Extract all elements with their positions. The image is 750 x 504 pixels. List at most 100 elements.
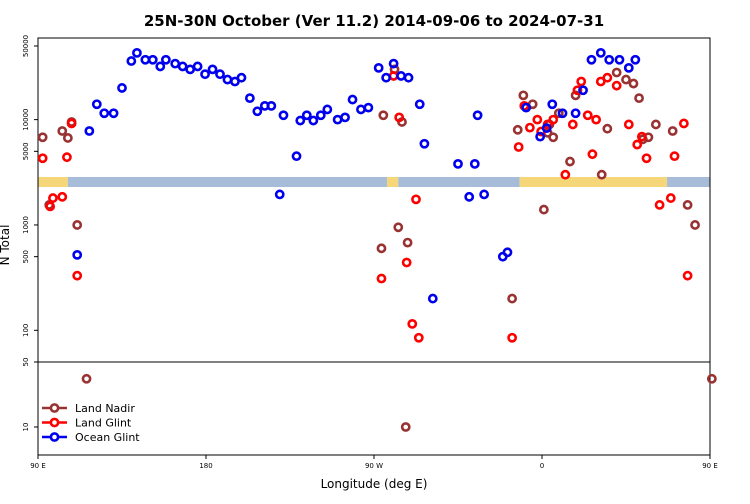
y-tick-label: 500 <box>22 250 30 263</box>
data-point <box>378 110 389 121</box>
x-tick-label: 90 W <box>365 462 383 470</box>
data-point <box>553 108 564 119</box>
data-point <box>650 119 661 130</box>
data-point <box>548 132 559 143</box>
data-point <box>586 54 597 65</box>
series-ocean-glint <box>72 47 641 304</box>
data-point <box>140 54 151 65</box>
data-point <box>682 200 693 210</box>
data-point <box>207 64 218 75</box>
data-point <box>507 293 518 304</box>
data-point <box>376 243 387 254</box>
data-point <box>572 85 583 96</box>
legend-marker <box>49 403 60 413</box>
data-point <box>155 61 166 72</box>
data-point <box>376 273 387 284</box>
data-point <box>295 115 306 126</box>
data-point <box>453 158 463 169</box>
data-point <box>170 58 181 69</box>
data-point <box>81 373 92 384</box>
data-point <box>413 332 424 343</box>
data-point <box>244 93 255 104</box>
data-point <box>57 126 68 136</box>
data-point <box>469 158 480 169</box>
data-point <box>611 67 622 78</box>
data-point <box>401 257 412 268</box>
data-point <box>99 108 110 119</box>
data-point <box>108 108 119 119</box>
data-point <box>62 133 73 143</box>
data-point <box>388 71 399 81</box>
data-point <box>634 93 644 104</box>
data-point <box>524 122 535 133</box>
legend-label: Land Glint <box>75 417 132 430</box>
data-point <box>403 72 414 83</box>
data-point <box>48 193 58 203</box>
band-segment-ocean <box>398 177 520 187</box>
data-point <box>414 99 425 110</box>
data-point <box>632 139 643 150</box>
data-point <box>623 62 634 73</box>
data-point <box>322 104 333 115</box>
data-point <box>332 114 343 125</box>
data-point <box>682 270 693 281</box>
data-point <box>532 114 543 125</box>
series-land-glint <box>37 71 693 343</box>
data-point <box>538 204 549 215</box>
data-point <box>547 99 558 110</box>
data-point <box>291 151 302 162</box>
data-point <box>582 110 593 121</box>
legend-marker <box>49 417 60 428</box>
y-tick-label: 10 <box>22 423 30 432</box>
data-point <box>200 69 210 80</box>
data-point <box>678 118 689 129</box>
data-point <box>587 149 598 160</box>
data-point <box>513 142 524 152</box>
band-segment-land <box>519 177 668 187</box>
series-land-nadir <box>37 64 717 432</box>
data-point <box>507 332 518 343</box>
x-tick-label: 0 <box>540 462 544 470</box>
data-point <box>557 108 568 119</box>
data-point <box>518 90 529 101</box>
data-point <box>37 132 48 143</box>
data-point <box>621 74 631 85</box>
data-point <box>132 47 142 58</box>
data-point <box>222 74 233 85</box>
data-point <box>706 373 717 384</box>
data-point <box>576 76 587 87</box>
data-point <box>636 131 647 142</box>
data-point <box>215 69 225 80</box>
data-point <box>541 123 552 134</box>
data-point <box>407 318 418 329</box>
data-point <box>669 151 680 162</box>
data-point <box>308 115 319 126</box>
data-point <box>614 54 625 65</box>
data-point <box>393 222 404 233</box>
data-point <box>570 108 581 119</box>
data-point <box>611 80 622 91</box>
data-point <box>66 118 77 129</box>
y-tick-label: 1000 <box>22 216 30 234</box>
chart-title: 25N-30N October (Ver 11.2) 2014-09-06 to… <box>144 12 604 30</box>
x-tick-label: 90 E <box>702 462 718 470</box>
data-point <box>62 152 72 163</box>
data-point <box>548 114 559 125</box>
x-tick-label: 90 E <box>30 462 46 470</box>
data-point <box>521 102 532 113</box>
band-segment-ocean <box>667 177 710 187</box>
axes: 90 E 180 90 W 0 90 E 10 50 100 500 1000 5000 10000 5… <box>22 35 718 470</box>
data-point <box>301 110 312 121</box>
data-point <box>340 112 350 123</box>
data-point <box>570 90 581 101</box>
data-point <box>479 189 490 200</box>
data-point <box>641 153 652 164</box>
data-point <box>37 153 48 164</box>
data-point <box>347 94 358 105</box>
data-point <box>315 110 326 121</box>
data-point <box>117 83 127 93</box>
data-point <box>512 124 523 135</box>
